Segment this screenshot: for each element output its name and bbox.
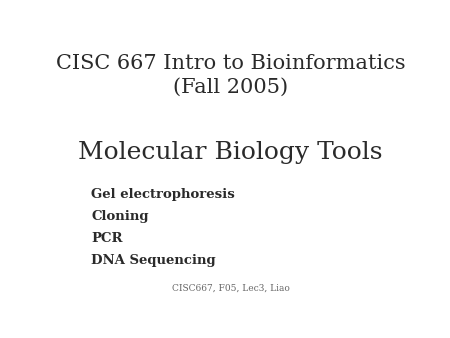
Text: PCR: PCR xyxy=(91,232,122,245)
Text: Gel electrophoresis: Gel electrophoresis xyxy=(91,188,235,201)
Text: CISC667, F05, Lec3, Liao: CISC667, F05, Lec3, Liao xyxy=(172,284,289,293)
Text: Cloning: Cloning xyxy=(91,210,148,223)
Text: Molecular Biology Tools: Molecular Biology Tools xyxy=(78,141,383,164)
Text: DNA Sequencing: DNA Sequencing xyxy=(91,254,216,267)
Text: CISC 667 Intro to Bioinformatics
(Fall 2005): CISC 667 Intro to Bioinformatics (Fall 2… xyxy=(56,54,405,97)
